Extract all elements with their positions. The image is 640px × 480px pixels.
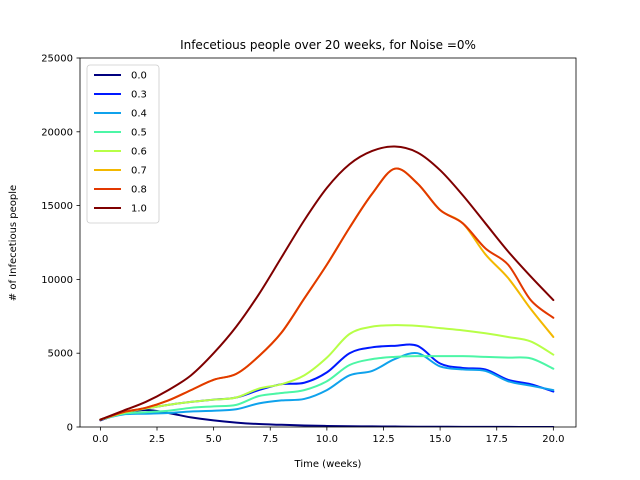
x-tick-label: 12.5 (372, 434, 394, 445)
x-tick-label: 20.0 (542, 434, 564, 445)
legend-label-0-7: 0.7 (131, 166, 147, 177)
y-tick-label: 25000 (41, 54, 73, 65)
legend-label-0-6: 0.6 (131, 147, 147, 158)
series-line-0-4 (99, 351, 555, 421)
series-line-1-0 (99, 145, 555, 421)
legend-label-0-0: 0.0 (131, 71, 147, 82)
legend-label-0-8: 0.8 (131, 185, 147, 196)
legend-frame (86, 64, 160, 224)
legend-label-0-3: 0.3 (131, 90, 147, 101)
y-tick-label: 20000 (41, 127, 73, 138)
x-tick-label: 5.0 (206, 434, 222, 445)
y-tick-label: 10000 (41, 275, 73, 286)
x-tick-label: 2.5 (149, 434, 165, 445)
x-tick-label: 10.0 (316, 434, 338, 445)
legend: 0.0 0.3 0.4 0.5 0.6 0.7 0.8 1.0 (86, 64, 160, 224)
series-lines (99, 145, 555, 427)
plot-area: 0.0 2.5 5.0 7.5 10.0 12.5 15.0 17.5 20.0 0 5000 100… (41, 54, 577, 445)
y-tick-label: 0 (67, 423, 73, 434)
x-axis-label: Time (weeks) (294, 459, 362, 470)
y-axis-label: # of Infecetious people (8, 185, 19, 301)
axes-frame (79, 57, 577, 428)
legend-label-0-4: 0.4 (131, 109, 147, 120)
x-tick-label: 17.5 (486, 434, 508, 445)
chart-title: Infecetious people over 20 weeks, for No… (180, 38, 476, 52)
x-tick-label: 7.5 (262, 434, 278, 445)
series-line-0-6 (99, 324, 555, 421)
series-line-0-5 (99, 355, 555, 421)
legend-label-1-0: 1.0 (131, 204, 147, 215)
x-tick-label: 15.0 (429, 434, 451, 445)
y-tick-label: 5000 (48, 349, 73, 360)
x-tick-label: 0.0 (92, 434, 108, 445)
y-tick-label: 15000 (41, 201, 73, 212)
series-line-0-8 (99, 167, 555, 421)
legend-label-0-5: 0.5 (131, 128, 147, 139)
